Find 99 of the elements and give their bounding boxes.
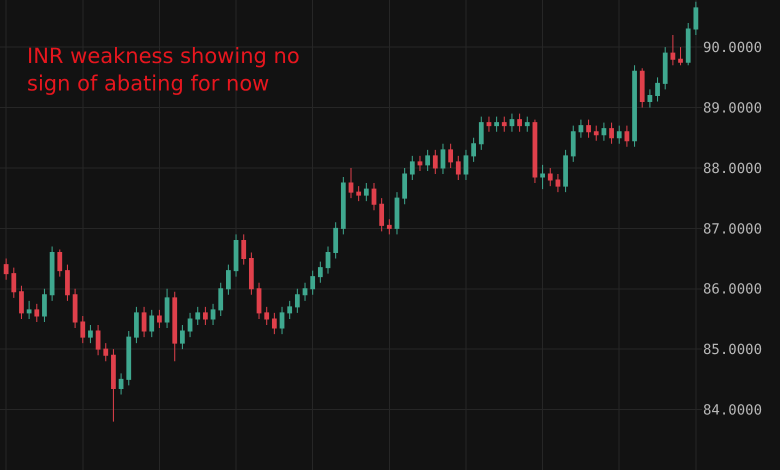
candlestick <box>142 306 146 338</box>
y-tick-label: 88.0000 <box>703 160 762 177</box>
y-tick-label: 87.0000 <box>703 221 762 238</box>
candlestick <box>11 267 16 298</box>
candlestick <box>333 222 338 260</box>
candlestick <box>302 282 308 302</box>
y-tick-label: 86.0000 <box>703 282 762 298</box>
candlestick <box>57 249 62 278</box>
candlestick <box>440 143 446 174</box>
candlestick <box>386 218 392 235</box>
candlestick <box>609 122 614 144</box>
candlestick <box>602 122 606 142</box>
y-tick-label: 89.0000 <box>703 100 762 116</box>
candlestick <box>356 186 362 202</box>
candlestick <box>272 312 277 335</box>
candlestick <box>364 182 369 202</box>
candlestick <box>88 324 93 344</box>
candlestick <box>418 155 422 172</box>
candlestick <box>111 348 116 422</box>
candlestick <box>264 306 270 326</box>
candlestick <box>563 149 568 193</box>
candlestick <box>226 264 231 296</box>
candlestick <box>548 167 553 187</box>
candlestick <box>210 303 216 326</box>
candlestick <box>570 125 576 162</box>
candlestick <box>471 137 476 162</box>
candlestick <box>678 46 683 66</box>
candlestick <box>594 125 599 142</box>
y-tick-label: 85.0000 <box>703 342 762 358</box>
candlestick <box>134 306 139 344</box>
candlestick <box>248 252 254 296</box>
y-tick-label: 84.0000 <box>703 402 762 418</box>
candlestick <box>280 306 284 335</box>
candlestick <box>478 116 484 150</box>
candlestick <box>379 198 384 232</box>
candlestick <box>318 261 323 284</box>
candlestick <box>218 282 224 316</box>
candlestick <box>157 309 162 329</box>
candlestick <box>126 330 132 386</box>
candlestick <box>394 192 400 235</box>
candlestick <box>34 303 40 322</box>
candlestick <box>402 167 408 205</box>
candlestick <box>19 285 24 320</box>
candlestick <box>494 116 499 132</box>
candlestick <box>410 155 415 181</box>
candlestick <box>180 324 185 350</box>
candlestick <box>670 34 676 66</box>
candlestick <box>294 288 300 314</box>
candlestick <box>96 324 100 356</box>
candlestick <box>203 306 208 326</box>
candlestick <box>326 246 330 274</box>
candlestick <box>624 125 630 148</box>
candlestick <box>118 372 124 395</box>
candlestick <box>448 143 454 168</box>
candlestick <box>640 68 645 108</box>
candlestick <box>510 113 514 132</box>
candlestick <box>693 1 698 36</box>
candlestick <box>4 258 9 280</box>
candlestick <box>540 164 545 190</box>
candlestick <box>616 125 622 144</box>
candlestick <box>340 176 346 235</box>
candlestick <box>310 270 316 296</box>
candlestick <box>72 288 78 329</box>
candlestick <box>65 264 70 302</box>
candlestick <box>578 119 584 138</box>
candlestick <box>149 309 154 338</box>
candlestick <box>164 288 170 329</box>
candlestick <box>372 182 376 211</box>
candlestick <box>188 312 192 338</box>
candlestick <box>234 234 238 278</box>
candlestick <box>103 342 108 362</box>
candlestick <box>195 306 200 326</box>
candlestick <box>241 234 246 266</box>
candlestick <box>556 173 560 193</box>
candlestick <box>532 119 538 184</box>
candlestick <box>464 149 468 181</box>
candlestick <box>80 315 86 344</box>
candlestick <box>432 149 438 174</box>
candlestick <box>648 88 652 108</box>
candlestick <box>456 155 461 181</box>
candlestick <box>686 22 691 66</box>
candlestick <box>502 116 507 132</box>
candlestick <box>425 149 430 172</box>
candlestick <box>42 288 47 322</box>
annotation: INR weakness showing no sign of abating for now <box>27 44 300 96</box>
candlestick <box>486 116 492 132</box>
candlestick <box>517 113 522 132</box>
candlestick <box>26 300 32 320</box>
y-tick-label: 90.0000 <box>703 40 762 56</box>
candlestick <box>662 46 668 90</box>
candlestick <box>655 76 660 102</box>
candlestick <box>287 300 292 320</box>
candlestick <box>586 119 591 138</box>
candlestick <box>50 246 54 302</box>
candlestick <box>348 167 354 199</box>
candlestick <box>256 282 262 320</box>
candlestick <box>632 64 637 148</box>
candlestick <box>172 291 178 362</box>
candlestick <box>524 116 530 132</box>
